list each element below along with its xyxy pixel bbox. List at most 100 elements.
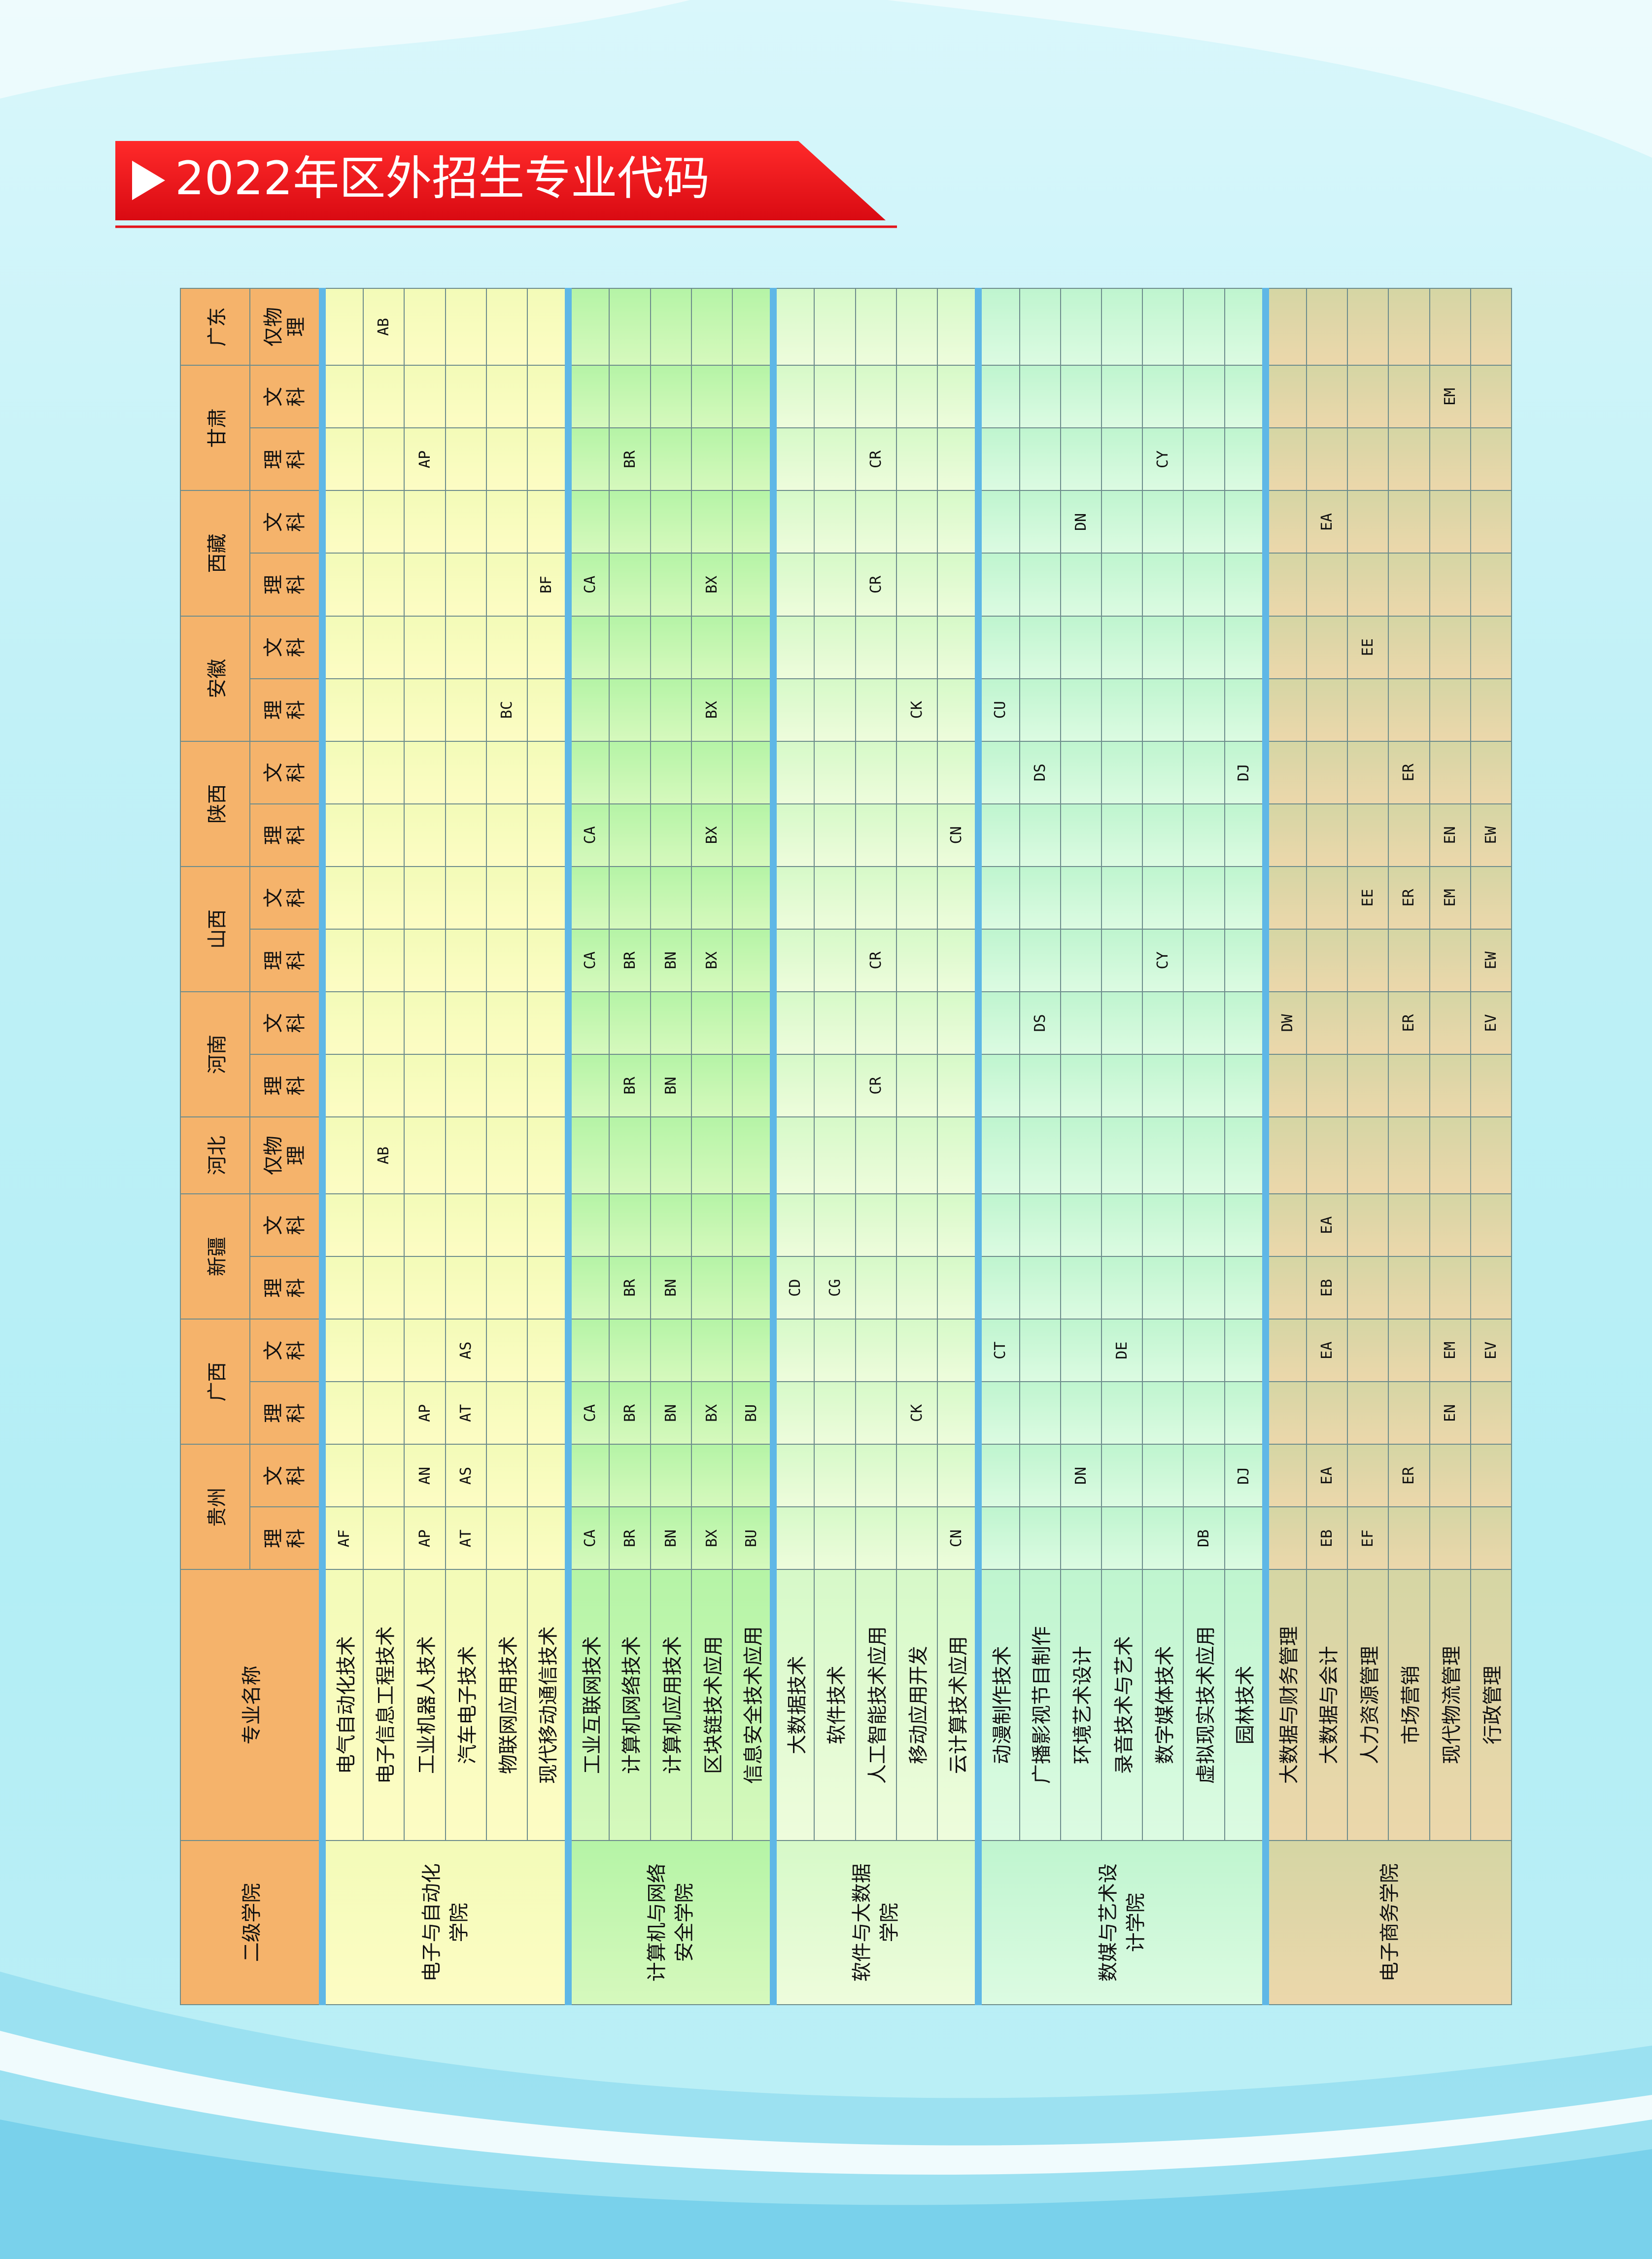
- code-cell: [486, 1256, 528, 1320]
- code-cell: [814, 365, 856, 428]
- code-cell: [814, 1507, 856, 1570]
- major: 行政管理: [1470, 1569, 1512, 1841]
- major-row: 环境艺术设计 DN DN: [1060, 288, 1101, 2005]
- code-cell: [1019, 1319, 1061, 1382]
- code-cell: [486, 365, 528, 428]
- code-cell: [978, 553, 1020, 616]
- code-cell: [1388, 803, 1430, 867]
- code-cell: DS: [1019, 991, 1061, 1054]
- code-cell: [322, 929, 364, 992]
- code-cell: [1347, 678, 1389, 741]
- code-cell: [486, 1194, 528, 1257]
- header-sub: 理科: [250, 803, 322, 867]
- code-cell: [445, 991, 486, 1054]
- code-cell: [1183, 1444, 1225, 1507]
- code-cell: [1429, 1194, 1471, 1257]
- major-row: 现代物流管理 EN EM EM EN EM: [1429, 288, 1471, 2005]
- code-cell: AN: [404, 1444, 446, 1507]
- code-cell: [445, 428, 486, 491]
- code-cell: [1429, 1117, 1471, 1194]
- code-cell: [527, 929, 569, 992]
- code-cell: [322, 428, 364, 491]
- code-cell: [1265, 803, 1307, 867]
- code-cell: [1347, 1444, 1389, 1507]
- code-cell: ER: [1388, 991, 1430, 1054]
- code-cell: [732, 1444, 774, 1507]
- code-cell: [732, 1054, 774, 1117]
- code-cell: [609, 553, 651, 616]
- code-cell: [527, 1194, 569, 1257]
- code-cell: [978, 1256, 1020, 1320]
- major-row: 数媒与艺术设计学院 动漫制作技术 CT CU: [978, 288, 1266, 2005]
- code-cell: [1306, 991, 1348, 1054]
- code-cell: [978, 929, 1020, 992]
- code-cell: [1224, 1382, 1266, 1445]
- code-cell: [691, 288, 733, 366]
- code-cell: [568, 678, 610, 741]
- code-cell: [527, 1256, 569, 1320]
- code-cell: [363, 741, 405, 804]
- code-cell: [1429, 1054, 1471, 1117]
- header-sub-text: 文科: [262, 386, 308, 407]
- code-cell: [1183, 1194, 1225, 1257]
- code-cell: [732, 553, 774, 616]
- code-cell: [691, 1444, 733, 1507]
- code-cell: [1429, 616, 1471, 679]
- code-cell: [1183, 1054, 1225, 1117]
- code-cell: [1183, 929, 1225, 992]
- code-cell: [1019, 553, 1061, 616]
- code-cell: AB: [363, 1117, 405, 1194]
- code-cell: [1183, 1256, 1225, 1320]
- code-cell: [1060, 1194, 1101, 1257]
- code-cell: [732, 365, 774, 428]
- major: 虚拟现实技术应用: [1183, 1569, 1225, 1841]
- code-cell: [445, 1054, 486, 1117]
- code-cell: [486, 1507, 528, 1570]
- code-cell: BX: [691, 1507, 733, 1570]
- code-cell: [568, 490, 610, 554]
- code-cell: [1060, 866, 1101, 929]
- code-cell: [814, 929, 856, 992]
- code-cell: [486, 991, 528, 1054]
- code-cell: [814, 991, 856, 1054]
- major: 云计算技术应用: [937, 1569, 979, 1841]
- code-cell: [1101, 1256, 1143, 1320]
- code-cell: [1470, 1194, 1512, 1257]
- header-major: 专业名称: [180, 1569, 322, 1841]
- code-cell: BX: [691, 553, 733, 616]
- code-cell: [609, 803, 651, 867]
- code-cell: [486, 866, 528, 929]
- code-cell: [322, 1117, 364, 1194]
- major-row: 移动应用开发 CK CK: [896, 288, 938, 2005]
- code-cell: [732, 616, 774, 679]
- code-cell: [773, 428, 815, 491]
- header-sub-text: 文科: [262, 1465, 308, 1486]
- code-cell: [732, 991, 774, 1054]
- code-cell: [322, 1319, 364, 1382]
- title-banner: [115, 141, 886, 220]
- header-sub: 理科: [250, 929, 322, 992]
- code-cell: [363, 490, 405, 554]
- code-cell: [937, 1319, 979, 1382]
- major-row: 区块链技术应用 BX BX BX BX BX BX: [691, 288, 733, 2005]
- header-sub-text: 文科: [262, 637, 308, 658]
- code-cell: [773, 288, 815, 366]
- code-cell: [609, 991, 651, 1054]
- code-cell: AP: [404, 428, 446, 491]
- header-sub: 文科: [250, 741, 322, 804]
- major-row: 计算机与网络安全学院 工业互联网技术 CA CA CA CA CA: [568, 288, 774, 2005]
- code-cell: [773, 1054, 815, 1117]
- code-cell: [609, 1444, 651, 1507]
- code-cell: [363, 365, 405, 428]
- code-cell: [896, 1117, 938, 1194]
- code-cell: [937, 616, 979, 679]
- header-row: 二级学院 专业名称 贵州 广西 新疆 河北 河南 山西 陕西 安徽 西藏 甘肃 广东: [180, 288, 322, 2005]
- code-cell: EM: [1429, 1319, 1471, 1382]
- code-cell: [855, 1194, 896, 1257]
- code-cell: [1101, 991, 1143, 1054]
- code-cell: [486, 490, 528, 554]
- code-cell: [650, 678, 691, 741]
- code-cell: [650, 490, 691, 554]
- header-sub: 文科: [250, 1319, 322, 1382]
- code-cell: BU: [732, 1382, 774, 1445]
